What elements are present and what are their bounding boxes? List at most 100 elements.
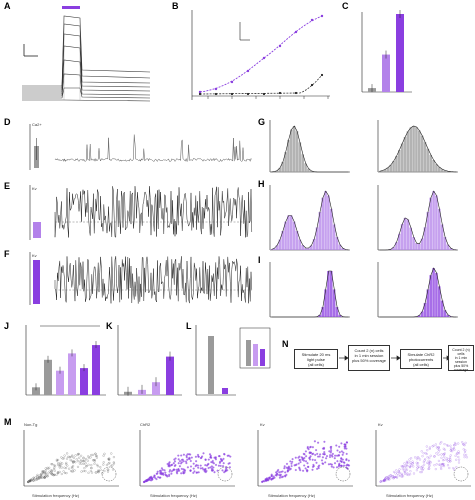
m-point <box>182 472 185 475</box>
m-point <box>92 459 95 462</box>
d-trace <box>54 134 252 163</box>
m-point <box>443 448 446 451</box>
m-point <box>43 476 46 479</box>
m-point <box>218 461 221 464</box>
m-point <box>304 467 307 470</box>
hist-bar <box>395 155 398 172</box>
m-point <box>321 447 325 450</box>
m-point <box>66 452 69 455</box>
hist-bar <box>321 197 324 250</box>
panel-label-j: J <box>4 321 10 331</box>
m-point <box>66 464 69 467</box>
flow-box-1: Stimulate 20 ms light pulse (all cells) <box>294 349 338 369</box>
m-point <box>168 474 171 478</box>
m-point <box>405 461 408 464</box>
m-point <box>302 459 306 462</box>
m-point <box>406 461 410 464</box>
m-point <box>270 473 273 476</box>
m-point <box>437 450 440 453</box>
m-point <box>414 456 417 459</box>
m-point <box>339 459 342 463</box>
m-point <box>429 454 432 457</box>
m-point <box>59 461 62 464</box>
f-bar <box>33 260 40 304</box>
panel-k <box>117 325 182 396</box>
panel-label-b: B <box>172 1 179 11</box>
m-point <box>158 469 161 473</box>
m-point <box>90 464 93 467</box>
m-point <box>56 463 60 466</box>
m-point <box>42 475 45 478</box>
m-point <box>186 466 189 469</box>
panel-e <box>29 185 253 240</box>
hist-bar <box>298 142 302 172</box>
m-point <box>429 460 432 463</box>
m-point <box>463 450 467 453</box>
m-point <box>449 458 452 461</box>
m-point <box>403 462 406 465</box>
m-point <box>63 471 67 475</box>
m-point <box>329 447 333 450</box>
m-point <box>278 476 281 479</box>
hist-bar <box>301 154 304 172</box>
hist-bar <box>318 314 322 317</box>
e-bar <box>33 222 41 238</box>
m-point <box>409 473 412 476</box>
m-callout-3 <box>453 466 469 482</box>
hist-bar <box>304 247 307 250</box>
m-point <box>452 446 456 450</box>
m-point <box>180 454 183 457</box>
m-point <box>434 443 437 446</box>
panel-label-l: L <box>186 321 192 331</box>
hist-bar <box>415 243 418 250</box>
m-point <box>99 468 102 471</box>
m-point <box>298 459 301 462</box>
m-point <box>171 463 174 466</box>
m-point <box>291 458 294 461</box>
panel-m <box>23 430 471 487</box>
m-point <box>210 456 213 459</box>
m-point <box>420 466 423 469</box>
m-point <box>30 478 33 481</box>
m-point <box>294 456 297 459</box>
hist-fit-curve <box>271 125 349 173</box>
m-point <box>308 456 311 459</box>
m-point <box>333 462 337 465</box>
m-point <box>157 476 160 479</box>
m-point <box>301 457 304 460</box>
m-point <box>211 459 214 463</box>
m-point <box>457 450 460 453</box>
m-point <box>76 465 80 468</box>
m-point <box>449 447 453 450</box>
hist-bar <box>406 219 410 250</box>
hist-bar <box>398 233 401 250</box>
m-point <box>427 462 430 465</box>
k-bar-3 <box>166 356 174 395</box>
panel-label-h: H <box>258 179 265 189</box>
m-point <box>342 464 346 467</box>
m-point <box>97 470 100 473</box>
m-point <box>77 452 80 456</box>
hist-bar <box>443 170 447 172</box>
m-point <box>94 471 97 474</box>
m-point <box>168 465 171 468</box>
hist-bar <box>380 170 384 172</box>
m-point <box>325 457 328 460</box>
m-point <box>208 453 212 456</box>
hist-bar <box>403 217 407 250</box>
m-point <box>343 461 346 464</box>
f-trace <box>54 256 253 304</box>
c-bar-1 <box>382 54 390 92</box>
m-point <box>311 465 315 468</box>
voltage-traces <box>22 15 151 102</box>
m-point <box>440 467 443 470</box>
m-point <box>314 459 317 462</box>
m-point <box>94 452 97 455</box>
m-point <box>183 468 186 471</box>
panel-label-k: K <box>106 321 113 331</box>
m-point <box>105 463 108 467</box>
m-point <box>393 476 396 479</box>
m-point <box>279 473 282 476</box>
chr2-kv-points <box>198 14 324 94</box>
panel-j <box>25 325 106 396</box>
